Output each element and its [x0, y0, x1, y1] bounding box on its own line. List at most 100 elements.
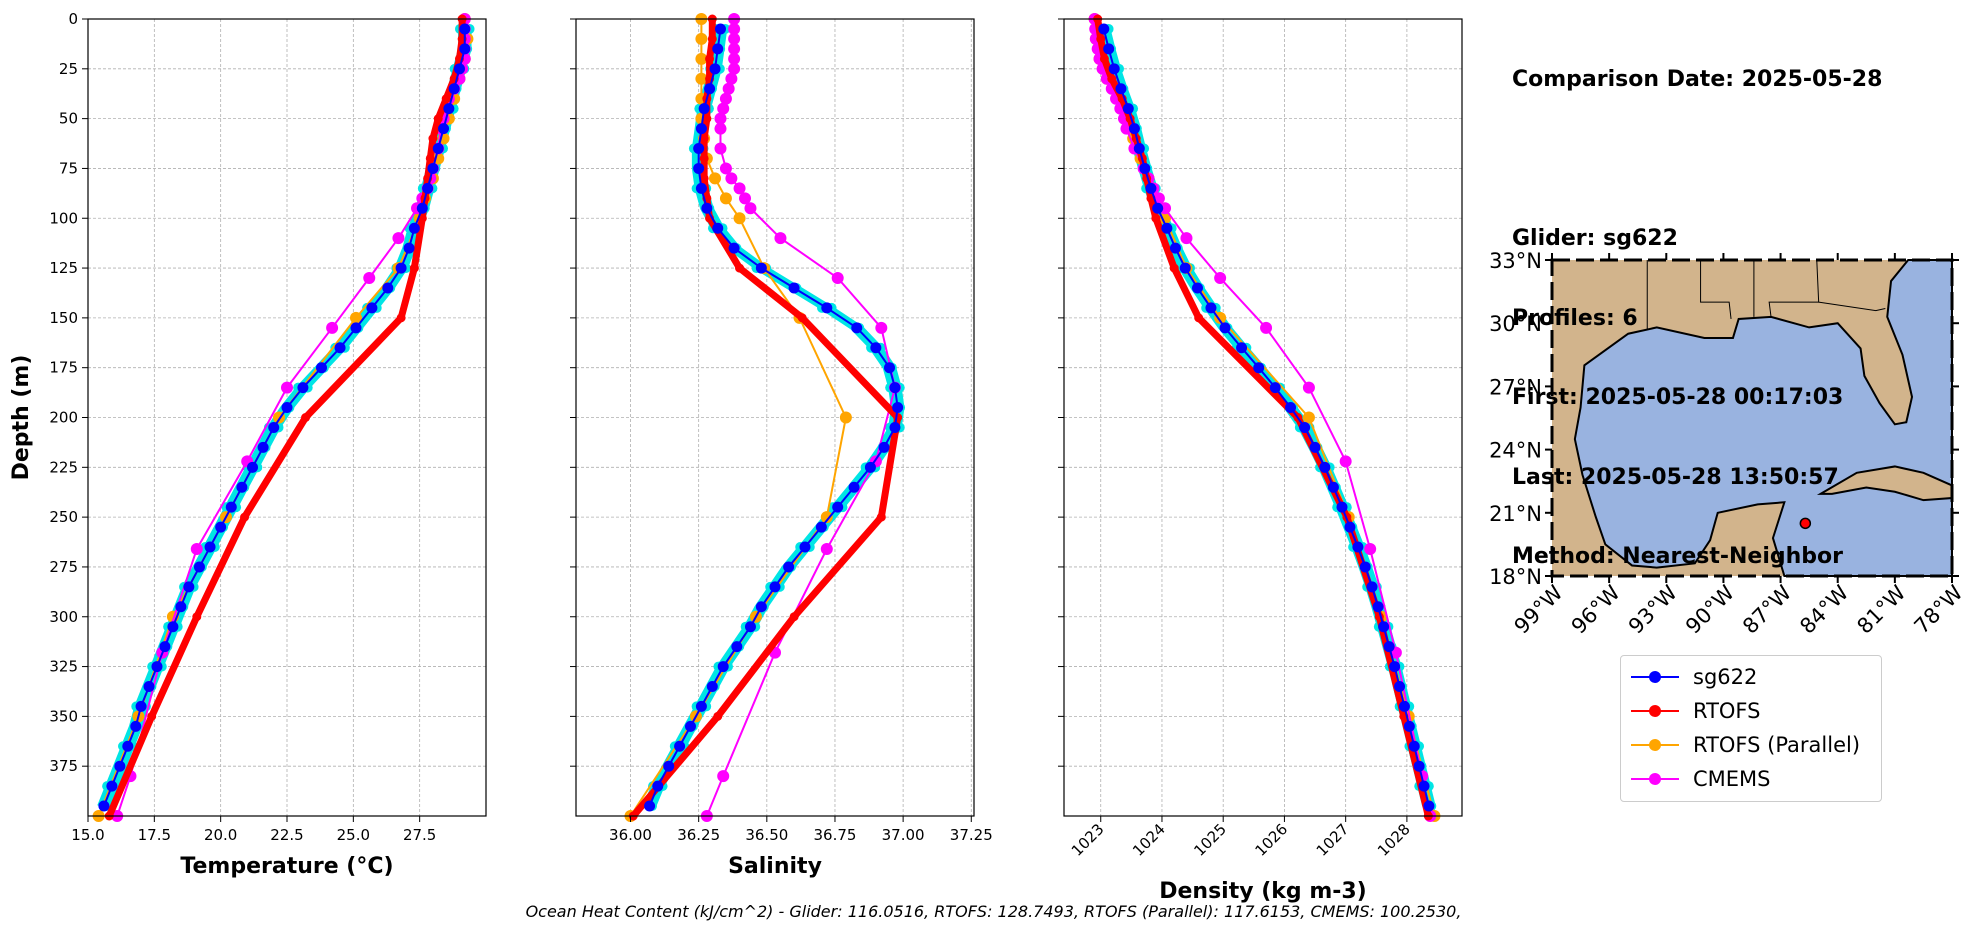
y-tick-label: 175: [49, 359, 78, 377]
series-point-cmems: [326, 321, 339, 334]
map-ocean: [1573, 259, 1953, 577]
x-tick-label: 1023: [1068, 820, 1108, 860]
series-point-rtofs: [797, 313, 807, 323]
x-tick-label: 37.25: [950, 826, 993, 844]
series-point-sg622: [438, 123, 450, 135]
series-point-sg622: [663, 760, 675, 772]
series-point-sg622: [1398, 700, 1410, 712]
series-point-sg622: [889, 421, 901, 433]
legend-item-rtofs: RTOFS: [1631, 696, 1760, 726]
series-point-sg622: [674, 740, 686, 752]
axes-frame: [575, 18, 975, 817]
series-point-sg622: [215, 521, 227, 533]
legend-swatch-rtofs-parallel: [1631, 733, 1679, 757]
map-lon-label: 78°W: [1910, 580, 1968, 638]
legend-item-rtofs-parallel: RTOFS (Parallel): [1631, 730, 1860, 760]
series-point-sg622: [432, 143, 444, 155]
series-point-sg622: [1344, 521, 1356, 533]
series-point-rtofs: [147, 711, 157, 721]
series-point-rtofs: [240, 512, 250, 522]
series-point-sg622: [1327, 481, 1339, 493]
series-point-rtofs-parallel-: [349, 311, 362, 324]
series-point-sg622: [1133, 143, 1145, 155]
series-point-sg622: [1309, 441, 1321, 453]
series-point-sg622: [698, 103, 710, 115]
series-point-cmems: [714, 112, 727, 125]
series-point-cmems: [719, 162, 732, 175]
map-lat-label: 30°N: [1489, 312, 1542, 336]
y-tick-label: 375: [49, 757, 78, 775]
series-point-sg622: [1378, 621, 1390, 633]
series-point-sg622: [878, 441, 890, 453]
series-point-cmems: [725, 172, 738, 185]
map-lat-label: 27°N: [1489, 375, 1542, 399]
glider-profile-line: [642, 28, 895, 807]
x-tick-label: 36.50: [745, 826, 788, 844]
series-point-rtofs-parallel-: [709, 172, 722, 185]
series-point-sg622: [167, 621, 179, 633]
legend-label-rtofs-parallel: RTOFS (Parallel): [1693, 733, 1861, 757]
series-point-sg622: [851, 322, 863, 334]
series-point-sg622: [183, 581, 195, 593]
series-point-cmems: [733, 182, 746, 195]
legend-item-cmems: CMEMS: [1631, 764, 1771, 794]
comparison-date: Comparison Date: 2025-05-28: [1512, 67, 1883, 92]
series-point-sg622: [1191, 282, 1203, 294]
series-point-rtofs: [707, 34, 717, 44]
series-point-sg622: [892, 402, 904, 414]
y-tick-label: 100: [49, 209, 78, 227]
series-point-rtofs: [713, 711, 723, 721]
x-tick-label: 1026: [1252, 820, 1292, 860]
series-point-rtofs-parallel-: [1214, 311, 1227, 324]
series-point-sg622: [788, 282, 800, 294]
series-point-cmems: [722, 82, 735, 95]
series-point-sg622: [1394, 680, 1406, 692]
x-tick-label: 36.25: [677, 826, 720, 844]
series-point-sg622: [701, 202, 713, 214]
series-point-cmems: [728, 62, 741, 75]
info-block: Comparison Date: 2025-05-28 Glider: sg62…: [1512, 14, 1882, 597]
series-point-sg622: [821, 302, 833, 314]
series-point-sg622: [717, 661, 729, 673]
series-point-sg622: [1389, 661, 1401, 673]
series-point-sg622: [257, 441, 269, 453]
map-lat-label: 24°N: [1489, 439, 1542, 463]
series-point-sg622: [1145, 182, 1157, 194]
series-point-sg622: [1253, 362, 1265, 374]
series-point-sg622: [268, 421, 280, 433]
series-point-sg622: [122, 740, 134, 752]
series-point-cmems: [831, 272, 844, 285]
y-tick-label: 0: [68, 10, 78, 28]
series-point-sg622: [695, 700, 707, 712]
series-point-rtofs-parallel-: [839, 411, 852, 424]
series-point-sg622: [783, 561, 795, 573]
legend-swatch-sg622: [1631, 665, 1679, 689]
series-point-rtofs: [702, 114, 712, 124]
series-point-sg622: [416, 202, 428, 214]
series-point-sg622: [366, 302, 378, 314]
series-point-sg622: [1269, 382, 1281, 394]
x-axis-label: Salinity: [728, 854, 822, 879]
series-point-sg622: [1236, 342, 1248, 354]
series-line-rtofs: [1094, 18, 1432, 817]
series-point-rtofs: [433, 114, 443, 124]
series-point-sg622: [193, 561, 205, 573]
series-point-sg622: [1423, 800, 1435, 812]
series-point-sg622: [693, 162, 705, 174]
series-line-sg622: [1102, 28, 1430, 807]
series-point-sg622: [143, 680, 155, 692]
series-point-cmems: [719, 92, 732, 105]
x-tick-label: 36.75: [813, 826, 856, 844]
series-point-cmems: [725, 72, 738, 85]
series-point-cmems: [717, 102, 730, 115]
series-point-sg622: [848, 481, 860, 493]
x-tick-label: 1025: [1190, 820, 1230, 860]
map-state-border: [1818, 301, 1886, 312]
series-point-sg622: [714, 23, 726, 35]
series-point-sg622: [870, 342, 882, 354]
map-frame: [1550, 258, 1954, 578]
series-point-sg622: [1372, 601, 1384, 613]
series-point-sg622: [130, 720, 142, 732]
series-point-sg622: [422, 182, 434, 194]
